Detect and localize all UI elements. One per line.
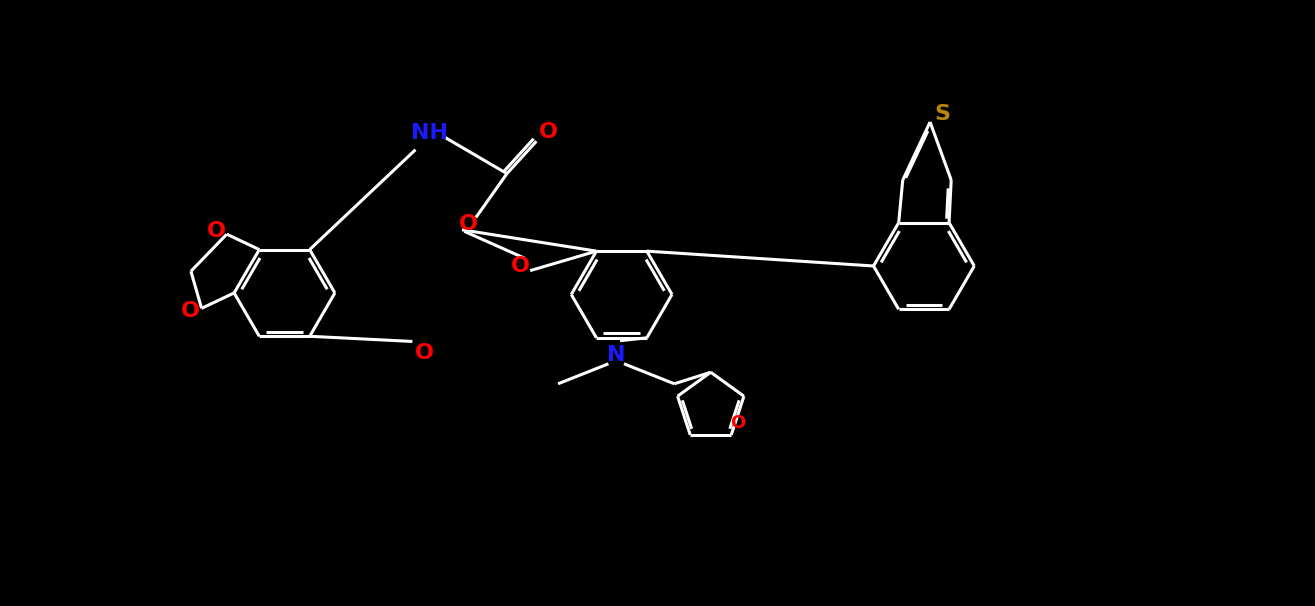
Text: NH: NH [410, 123, 448, 143]
Text: O: O [181, 301, 200, 321]
Text: S: S [935, 104, 951, 124]
Text: O: O [459, 214, 477, 234]
Text: O: O [206, 221, 225, 241]
Text: O: O [539, 122, 559, 142]
Text: N: N [608, 345, 626, 365]
Text: O: O [512, 256, 530, 276]
Text: O: O [730, 415, 746, 432]
Text: O: O [414, 343, 434, 363]
